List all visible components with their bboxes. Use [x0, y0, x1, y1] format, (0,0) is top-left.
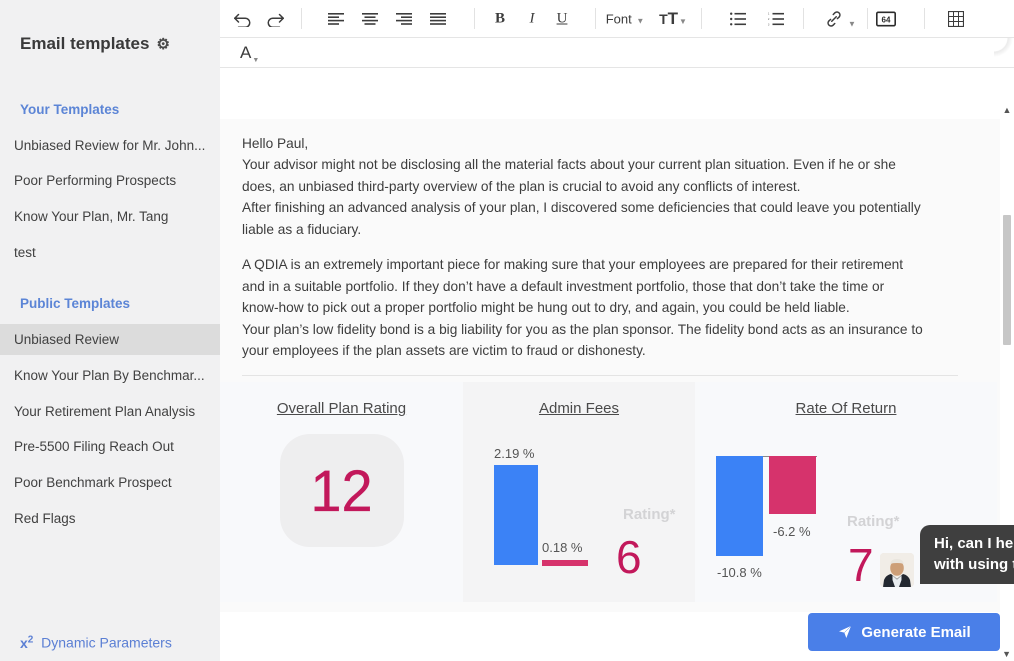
- svg-text:3: 3: [768, 23, 770, 25]
- svg-text:1: 1: [768, 12, 770, 15]
- svg-text:2: 2: [768, 18, 770, 21]
- svg-text:64: 64: [882, 15, 891, 24]
